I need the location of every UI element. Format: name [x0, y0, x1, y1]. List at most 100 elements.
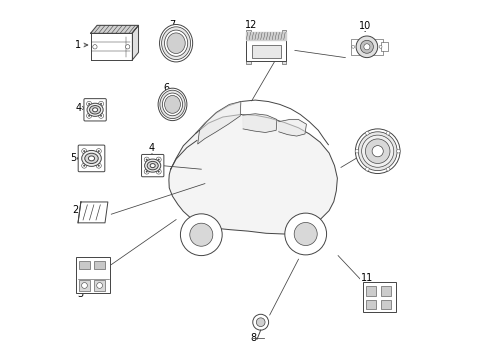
Bar: [366, 287, 375, 296]
Bar: [79, 261, 90, 269]
Text: 9: 9: [372, 129, 378, 139]
Polygon shape: [90, 25, 138, 33]
Polygon shape: [78, 202, 108, 223]
Ellipse shape: [161, 27, 190, 59]
Circle shape: [363, 44, 369, 50]
Text: 2: 2: [72, 204, 81, 215]
Bar: [79, 280, 90, 291]
Ellipse shape: [92, 108, 98, 112]
Circle shape: [284, 213, 326, 255]
Circle shape: [396, 149, 400, 153]
Circle shape: [98, 165, 99, 166]
Circle shape: [358, 132, 396, 171]
Ellipse shape: [164, 30, 187, 56]
Ellipse shape: [81, 150, 101, 166]
Circle shape: [97, 283, 102, 288]
Circle shape: [144, 157, 149, 162]
Circle shape: [180, 214, 222, 256]
Circle shape: [378, 45, 381, 48]
Circle shape: [81, 149, 86, 154]
Bar: [381, 42, 387, 51]
Bar: [246, 30, 250, 64]
Polygon shape: [197, 102, 241, 144]
Text: 4: 4: [149, 143, 155, 153]
Bar: [246, 32, 285, 61]
Circle shape: [93, 45, 97, 49]
Circle shape: [125, 45, 130, 49]
Circle shape: [99, 101, 103, 106]
Text: 8: 8: [250, 332, 256, 343]
Circle shape: [86, 113, 91, 118]
Circle shape: [158, 159, 159, 160]
Circle shape: [156, 157, 161, 162]
Circle shape: [88, 115, 90, 117]
Polygon shape: [132, 25, 138, 60]
Circle shape: [365, 131, 368, 135]
Polygon shape: [278, 120, 306, 136]
FancyBboxPatch shape: [84, 99, 106, 121]
Text: 5: 5: [70, 153, 79, 163]
Circle shape: [365, 139, 389, 163]
Circle shape: [355, 36, 377, 58]
Circle shape: [158, 171, 159, 172]
Bar: [94, 280, 105, 291]
Circle shape: [256, 318, 264, 327]
Circle shape: [365, 167, 368, 171]
Circle shape: [146, 159, 147, 160]
Circle shape: [96, 149, 101, 154]
Polygon shape: [90, 33, 132, 60]
Text: 1: 1: [75, 40, 88, 50]
Circle shape: [100, 115, 102, 117]
Ellipse shape: [158, 88, 186, 121]
Circle shape: [146, 171, 147, 172]
Bar: [350, 39, 382, 55]
Ellipse shape: [147, 161, 158, 170]
Circle shape: [83, 150, 85, 152]
Circle shape: [81, 163, 86, 168]
Circle shape: [294, 222, 317, 246]
Polygon shape: [246, 32, 285, 40]
Circle shape: [99, 113, 103, 118]
Circle shape: [386, 131, 389, 135]
Circle shape: [360, 40, 373, 53]
Bar: [94, 261, 105, 269]
Text: 11: 11: [360, 273, 372, 283]
Bar: [380, 300, 390, 309]
Circle shape: [156, 169, 161, 174]
Circle shape: [100, 103, 102, 104]
Ellipse shape: [88, 156, 94, 161]
Text: 4: 4: [75, 103, 85, 113]
Circle shape: [355, 129, 399, 174]
Polygon shape: [242, 114, 276, 132]
Circle shape: [361, 135, 393, 167]
Bar: [76, 257, 110, 293]
Bar: [363, 282, 395, 312]
Ellipse shape: [159, 24, 192, 62]
Ellipse shape: [164, 95, 180, 113]
Circle shape: [88, 103, 90, 104]
Text: 6: 6: [163, 83, 169, 93]
Ellipse shape: [84, 153, 98, 163]
Circle shape: [252, 314, 268, 330]
Ellipse shape: [162, 93, 182, 116]
Circle shape: [83, 165, 85, 166]
Text: 12: 12: [244, 20, 257, 30]
Circle shape: [354, 149, 358, 153]
Ellipse shape: [87, 103, 103, 116]
Ellipse shape: [144, 159, 161, 172]
Circle shape: [351, 45, 354, 48]
FancyBboxPatch shape: [141, 154, 163, 177]
Bar: [281, 30, 285, 64]
Ellipse shape: [160, 90, 185, 118]
Circle shape: [86, 101, 91, 106]
Bar: [251, 45, 280, 58]
Circle shape: [144, 169, 149, 174]
Circle shape: [96, 163, 101, 168]
Circle shape: [371, 145, 383, 157]
Polygon shape: [168, 114, 337, 234]
Circle shape: [189, 223, 212, 246]
Ellipse shape: [89, 105, 101, 114]
Ellipse shape: [150, 163, 155, 168]
Text: 7: 7: [169, 20, 175, 30]
Circle shape: [98, 150, 99, 152]
